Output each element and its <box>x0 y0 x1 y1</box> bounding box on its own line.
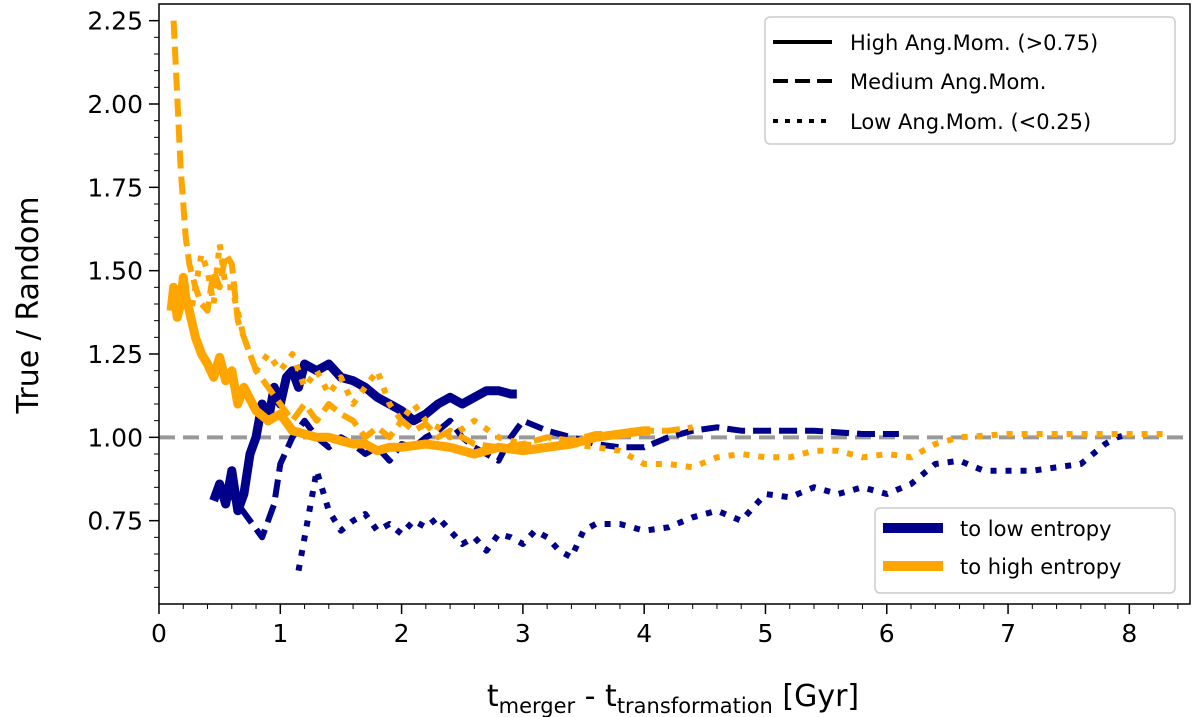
y-tick-label-0: 0.75 <box>87 507 143 536</box>
legend-entropy-box <box>874 507 1176 594</box>
tick-layer: 0 1 2 3 4 5 6 7 8 0.75 1.00 1.25 1.50 1.75 2.00 2.25 <box>87 7 1179 648</box>
y-tick-label-3: 1.50 <box>87 257 143 286</box>
series-line-0 <box>209 359 517 516</box>
series-layer <box>166 20 1166 572</box>
x-axis-label-t1: t <box>487 679 499 714</box>
y-tick-label-2: 1.25 <box>87 340 143 369</box>
y-tick-label-5: 2.00 <box>87 90 143 119</box>
x-tick-label-8: 8 <box>1121 619 1137 648</box>
x-tick-label-6: 6 <box>879 619 895 648</box>
x-tick-label-3: 3 <box>515 619 531 648</box>
legend-entry-medium: Medium Ang.Mom. <box>850 70 1046 94</box>
x-axis-label-sub1: merger <box>499 694 576 717</box>
series-line-2 <box>295 431 1131 572</box>
y-tick-label-4: 1.75 <box>87 173 143 202</box>
x-axis-label-sub2: transformation <box>617 694 773 717</box>
legend-entry-high: High Ang.Mom. (>0.75) <box>850 31 1098 55</box>
x-tick-label-7: 7 <box>1000 619 1016 648</box>
x-tick-label-2: 2 <box>394 619 410 648</box>
series-line-3 <box>166 272 651 459</box>
legend-line-styles-box <box>764 16 1176 145</box>
series-line-4 <box>170 20 694 451</box>
x-tick-label-4: 4 <box>636 619 652 648</box>
legend-entry-low-entropy: to low entropy <box>960 517 1112 541</box>
x-tick-label-0: 0 <box>151 619 167 648</box>
x-axis-label: tmerger - ttransformation [Gyr] <box>487 679 859 717</box>
y-tick-label-6: 2.25 <box>87 7 143 36</box>
y-tick-label-1: 1.00 <box>87 423 143 452</box>
x-tick-label-1: 1 <box>272 619 288 648</box>
legend-entry-high-entropy: to high entropy <box>960 555 1121 579</box>
y-axis-label: True / Random <box>11 196 46 414</box>
x-axis-label-mid: - t <box>575 679 617 714</box>
x-tick-label-5: 5 <box>758 619 774 648</box>
x-axis-label-end: [Gyr] <box>773 679 859 714</box>
legend-line-styles: High Ang.Mom. (>0.75) Medium Ang.Mom. Lo… <box>764 16 1176 145</box>
series-line-5 <box>186 241 1166 471</box>
legend-entry-low: Low Ang.Mom. (<0.25) <box>850 110 1091 134</box>
legend-entropy-colors: to low entropy to high entropy <box>874 507 1176 594</box>
